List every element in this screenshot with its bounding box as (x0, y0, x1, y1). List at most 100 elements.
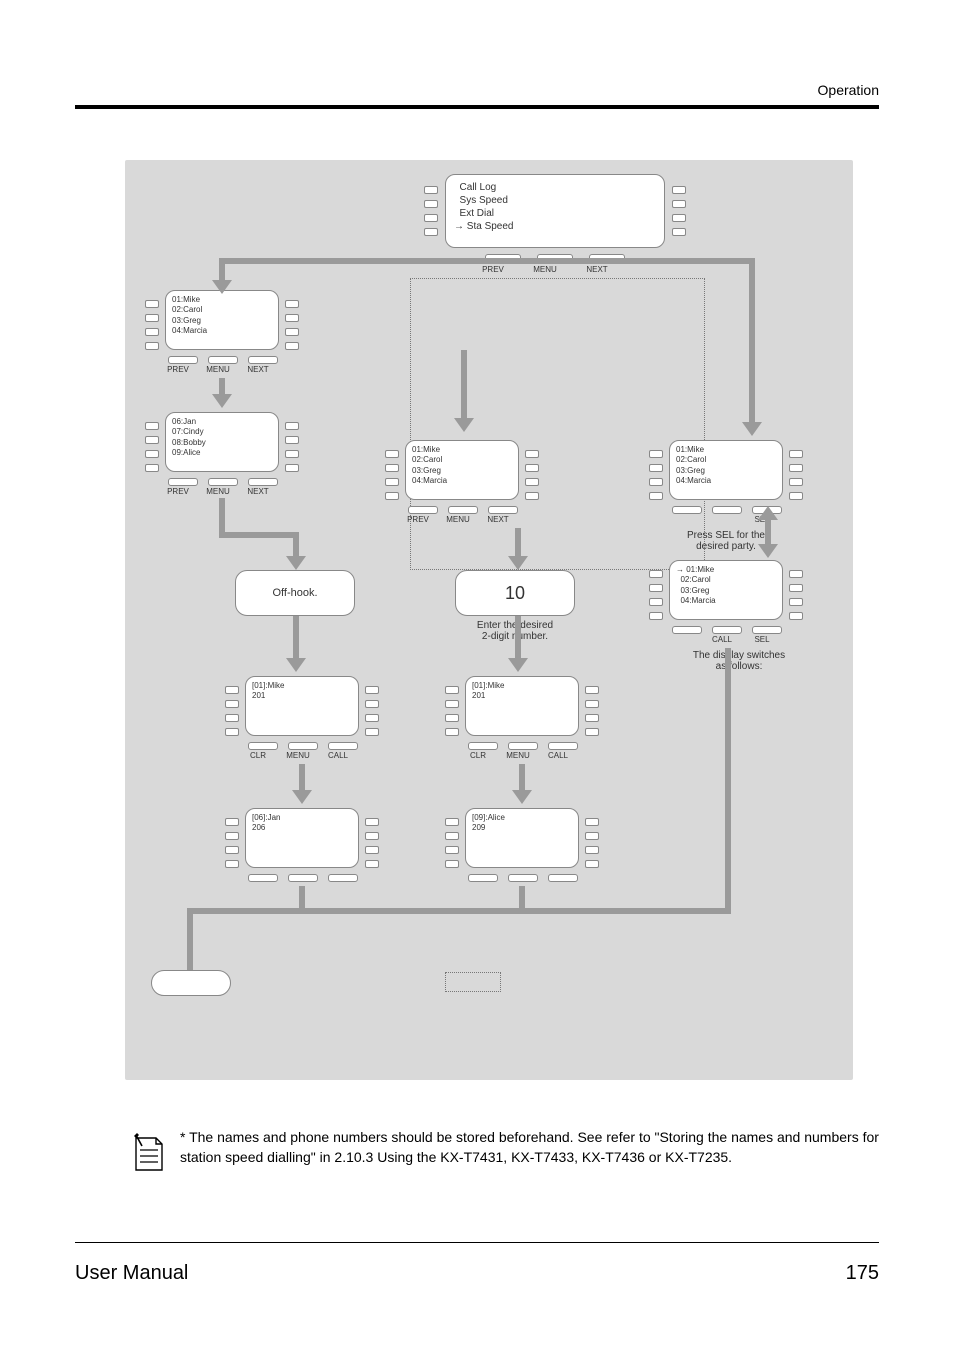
screen-f1-text: [06]:Jan 206 (246, 809, 358, 838)
soft-key (225, 700, 239, 708)
mid-btn (288, 742, 318, 750)
mid-btn (288, 874, 318, 882)
mid-btn (248, 742, 278, 750)
screen-c1: 01:Mike 02:Carol 03:Greg 04:Marcia (669, 440, 783, 500)
side-buttons-left (424, 186, 438, 236)
mid-btn (208, 478, 238, 486)
screen-a2-text: 06:Jan 07:Cindy 08:Bobby 09:Alice (166, 413, 278, 463)
side-buttons (649, 570, 663, 620)
soft-key (365, 714, 379, 722)
soft-key (285, 328, 299, 336)
arrow (519, 764, 525, 792)
soft-key (789, 450, 803, 458)
soft-key (365, 832, 379, 840)
soft-key (145, 300, 159, 308)
arrow (515, 616, 521, 660)
arrow-head (758, 544, 778, 558)
mid-btn (248, 356, 278, 364)
footer-left: User Manual (75, 1262, 188, 1285)
label-menu: MENU (203, 365, 233, 374)
soft-key (672, 186, 686, 194)
soft-key (525, 450, 539, 458)
mid-btn (168, 478, 198, 486)
screen-a1: 01:Mike 02:Carol 03:Greg 04:Marcia (165, 290, 279, 350)
side-buttons (385, 450, 399, 500)
soft-key (789, 612, 803, 620)
screen-top: Call Log Sys Speed Ext Dial → Sta Speed (445, 174, 665, 248)
label-prev: PREV (163, 487, 193, 496)
mid-buttons (243, 742, 363, 750)
soft-key (445, 728, 459, 736)
side-buttons (525, 450, 539, 500)
arrow (475, 258, 755, 264)
soft-key (445, 700, 459, 708)
soft-key (585, 686, 599, 694)
screen-a1-text: 01:Mike 02:Carol 03:Greg 04:Marcia (166, 291, 278, 341)
soft-key (649, 584, 663, 592)
soft-key (285, 342, 299, 350)
side-buttons (285, 300, 299, 350)
mid-btn (248, 874, 278, 882)
mid-buttons (463, 874, 583, 882)
arrow-head (212, 394, 232, 408)
screen-a2: 06:Jan 07:Cindy 08:Bobby 09:Alice (165, 412, 279, 472)
dotted-end (445, 972, 501, 992)
side-buttons-right (672, 186, 686, 236)
arrow (219, 532, 299, 538)
arrow (299, 764, 305, 792)
soft-key (525, 464, 539, 472)
arrow-head (512, 790, 532, 804)
side-buttons (445, 686, 459, 736)
soft-key (649, 570, 663, 578)
note-icon (128, 1132, 168, 1181)
screen-f1: [06]:Jan 206 (245, 808, 359, 868)
soft-key (145, 436, 159, 444)
mid-btn (328, 874, 358, 882)
arrow (461, 350, 467, 420)
soft-key (649, 492, 663, 500)
side-buttons (145, 300, 159, 350)
mid-btn (548, 742, 578, 750)
arrow-head (212, 280, 232, 294)
soft-key (285, 300, 299, 308)
offhook-box: Off-hook. (235, 570, 355, 616)
mid-btn (248, 478, 278, 486)
soft-key (424, 214, 438, 222)
mid-buttons (463, 742, 583, 750)
soft-key (225, 818, 239, 826)
soft-key (225, 714, 239, 722)
side-buttons (585, 686, 599, 736)
mid-btn (712, 506, 742, 514)
soft-key (225, 832, 239, 840)
soft-key (789, 584, 803, 592)
mid-btn (712, 626, 742, 634)
soft-key (365, 846, 379, 854)
soft-key (585, 832, 599, 840)
soft-key (525, 492, 539, 500)
label-prev: PREV (475, 265, 511, 274)
arrow (187, 908, 731, 914)
soft-key (385, 492, 399, 500)
soft-key (145, 422, 159, 430)
label-menu: MENU (527, 265, 563, 274)
arrow (219, 258, 480, 264)
label-prev: PREV (163, 365, 193, 374)
arrow (187, 908, 193, 970)
mid-btn (208, 356, 238, 364)
soft-key (145, 328, 159, 336)
soft-key (445, 846, 459, 854)
soft-key (789, 570, 803, 578)
side-buttons (225, 686, 239, 736)
soft-key (445, 860, 459, 868)
label-next: NEXT (579, 265, 615, 274)
screen-e1: [01]:Mike 201 (465, 676, 579, 736)
mid-btn (752, 626, 782, 634)
soft-key (285, 464, 299, 472)
arrow (299, 886, 305, 914)
soft-key (145, 342, 159, 350)
screen-d1: [01]:Mike 201 (245, 676, 359, 736)
mid-buttons (163, 478, 283, 486)
soft-key (225, 728, 239, 736)
soft-key (285, 314, 299, 322)
mid-btn (672, 626, 702, 634)
